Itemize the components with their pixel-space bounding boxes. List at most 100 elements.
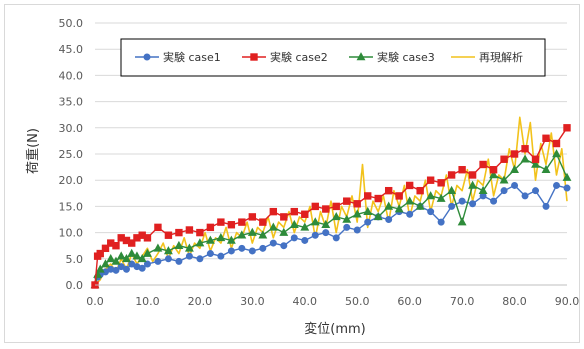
legend: 実験 case1 実験 case2 実験 case3 再現解析 [120,38,546,77]
data-point [458,166,466,174]
data-point [301,236,309,244]
data-point [468,171,477,179]
y-axis-title: 荷重(N) [25,128,41,174]
data-point [437,218,445,226]
data-point [405,181,414,190]
data-point [106,253,116,263]
data-point [353,200,361,208]
data-point [552,139,561,148]
data-point [138,264,146,272]
data-point [143,234,152,242]
data-point [185,226,194,234]
data-point [343,223,351,231]
data-point [311,202,319,211]
data-point [95,264,105,273]
y-tick-label: 15.0 [59,200,84,213]
data-point [426,176,435,184]
data-point [542,134,550,142]
x-tick-label: 10.0 [135,295,160,308]
data-point [532,187,540,195]
data-point [322,229,330,237]
data-point [196,255,204,263]
data-point [227,221,236,229]
line-chart: 0.0 5.0 10.0 15.0 20.0 25.0 30.0 35.0 40.0 45.0 50… [25,17,580,337]
legend-entry: 再現解析 [451,50,523,64]
data-point [217,218,225,226]
data-point [258,230,268,239]
x-tick-label: 30.0 [240,295,265,308]
legend-label: 実験 case1 [163,50,221,64]
legend-label: 実験 case2 [270,50,328,64]
data-point [322,205,330,213]
data-point [137,253,147,263]
data-point [353,226,361,234]
data-point [436,193,446,202]
data-point [268,222,278,231]
series-4 [94,116,568,286]
data-point [143,248,152,257]
data-point [132,251,142,260]
legend-marker [250,53,258,61]
data-point [195,238,205,247]
data-point [238,218,246,226]
data-point [122,253,131,263]
data-point [373,212,383,221]
y-tick-label: 50.0 [59,17,84,30]
data-point [458,197,466,205]
data-point [541,164,551,174]
y-tick-label: 20.0 [59,174,84,187]
data-point [394,204,404,213]
data-point [310,217,320,226]
data-point [321,219,331,229]
data-point [364,218,372,226]
data-point [289,219,299,229]
data-point [521,192,529,200]
data-point [479,160,487,169]
data-point [259,244,267,252]
series-line [94,153,568,286]
data-point [447,171,456,179]
data-point [374,194,382,203]
x-tick-label: 50.0 [345,295,370,308]
data-point [300,222,310,231]
series-layer [90,116,572,289]
series-3 [90,149,572,289]
data-point [269,207,278,216]
y-tick-label: 45.0 [59,43,84,56]
y-tick-label: 10.0 [59,227,84,240]
x-tick-label: 90.0 [555,295,580,308]
data-point [311,231,319,239]
data-point [510,150,519,158]
legend-label: 再現解析 [479,50,523,64]
data-point [447,185,457,194]
data-point [122,265,130,273]
data-point [384,186,393,195]
data-point [301,210,309,218]
data-point [489,170,499,179]
data-point [457,217,467,226]
data-point [205,235,215,244]
series-1 [91,181,571,289]
data-point [112,266,120,274]
data-point [247,227,257,236]
y-tick-label: 30.0 [59,122,84,135]
data-point [499,175,509,184]
legend-entry: 実験 case3 [349,50,435,64]
data-point [164,255,172,263]
data-point [552,149,561,158]
data-point [96,249,104,258]
data-point [101,244,110,253]
data-point [416,186,424,195]
data-point [206,250,214,258]
data-point [437,179,445,187]
data-point [415,201,425,210]
data-point [332,234,340,242]
data-point [226,235,236,244]
data-point [448,202,456,210]
data-point [385,216,393,223]
data-point [184,243,194,252]
x-axis-title: 変位(mm) [304,321,365,337]
data-point [542,202,550,210]
data-point [127,248,137,257]
data-point [196,228,204,237]
